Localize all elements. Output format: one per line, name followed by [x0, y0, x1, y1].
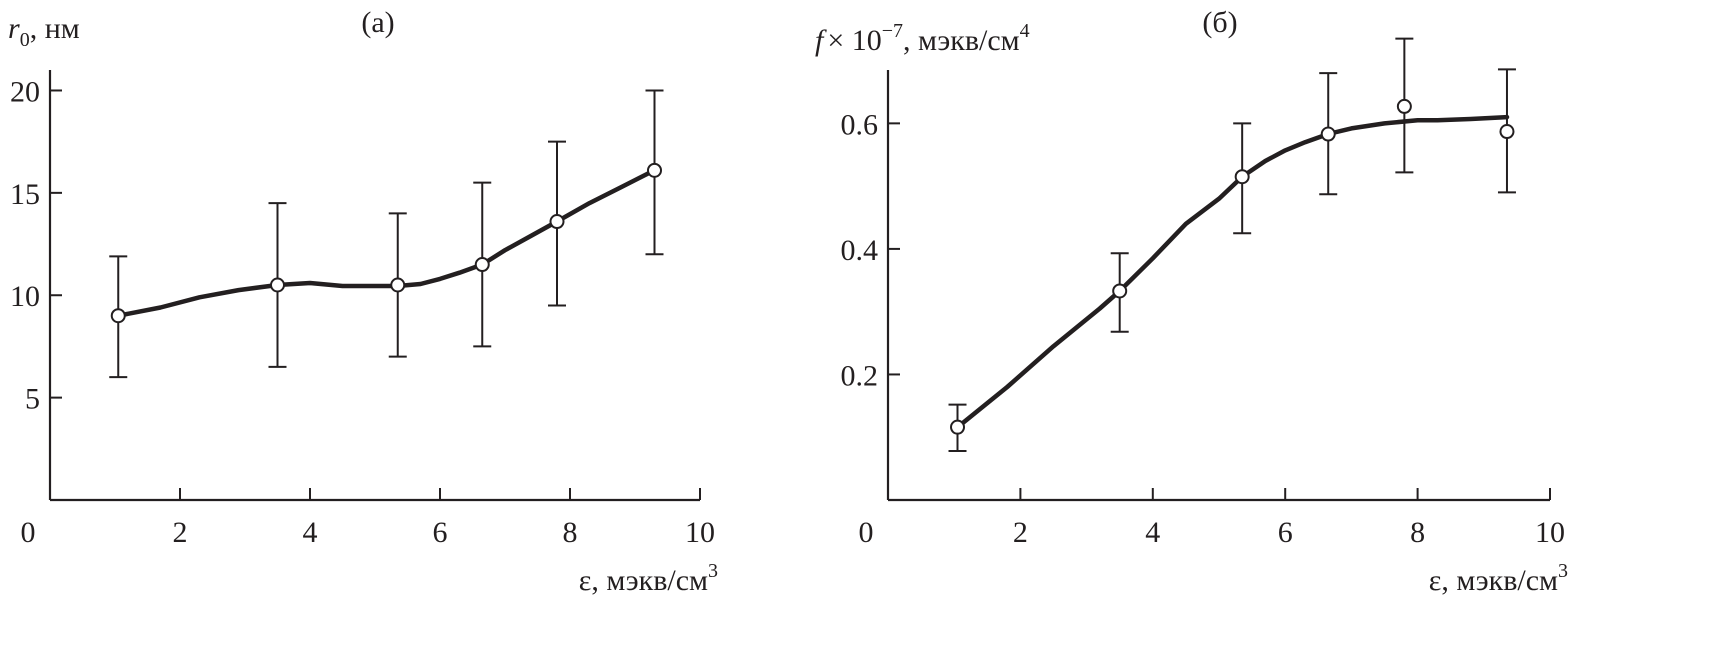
- y-axis-label-sup: 4: [1020, 20, 1030, 42]
- x-axis-label-sup: 3: [1558, 560, 1568, 582]
- x-axis-label-sup: 3: [708, 560, 718, 582]
- data-point: [1396, 98, 1412, 114]
- y-axis-label-exp: −7: [882, 20, 903, 42]
- data-point: [1499, 124, 1515, 140]
- x-axis-label-text: ε, мэкв/см: [579, 564, 708, 597]
- x-tick-label: 8: [1410, 516, 1425, 549]
- x-tick-label: 2: [173, 516, 188, 549]
- y-tick-label: 15: [10, 178, 40, 211]
- y-axis-label-rest: , мэкв/см: [903, 24, 1020, 57]
- y-axis-label-rest: , нм: [30, 12, 80, 45]
- y-axis-label: r0, нм: [8, 12, 80, 51]
- data-point: [270, 277, 285, 293]
- y-tick-label: 10: [10, 280, 40, 313]
- panel-label: (а): [361, 6, 394, 39]
- x-tick-label: 8: [563, 516, 578, 549]
- y-tick-label: 0.2: [841, 359, 879, 392]
- y-axis-label-sub: 0: [20, 29, 30, 51]
- data-point: [474, 257, 490, 273]
- x-axis-label-text: ε, мэкв/см: [1429, 564, 1558, 597]
- data-point: [549, 214, 565, 230]
- y-axis-label-times: × 10: [827, 24, 881, 57]
- y-tick-label: 5: [25, 383, 40, 416]
- y-tick-label: 0.6: [841, 108, 879, 141]
- data-point: [110, 308, 126, 324]
- x-tick-label: 4: [1145, 516, 1160, 549]
- x-axis-label: ε, мэкв/см3: [1429, 560, 1568, 597]
- panel-label: (б): [1202, 6, 1237, 39]
- data-point: [1320, 126, 1336, 142]
- y-axis-label-var: r: [8, 12, 20, 45]
- y-axis-label: f × 10−7, мэкв/см4: [815, 20, 1030, 57]
- data-point: [1234, 169, 1250, 185]
- x-tick-label: 6: [1278, 516, 1293, 549]
- series-line: [955, 114, 1510, 430]
- data-point: [950, 419, 966, 435]
- x-tick-label: 6: [433, 516, 448, 549]
- x-tick-label: 4: [303, 516, 318, 549]
- x-tick-label: 10: [1535, 516, 1565, 549]
- data-point: [390, 277, 406, 293]
- x-tick-label: 10: [685, 516, 715, 549]
- x-tick-label: 2: [1013, 516, 1028, 549]
- data-point: [1112, 283, 1128, 299]
- y-tick-label: 0.4: [841, 234, 879, 267]
- x-axis-label: ε, мэкв/см3: [579, 560, 718, 597]
- y-tick-label: 20: [10, 75, 40, 108]
- y-axis-label-var: f: [815, 24, 827, 57]
- series-line: [116, 168, 657, 318]
- origin-label: 0: [859, 516, 874, 549]
- origin-label: 0: [21, 516, 36, 549]
- data-point: [647, 162, 662, 178]
